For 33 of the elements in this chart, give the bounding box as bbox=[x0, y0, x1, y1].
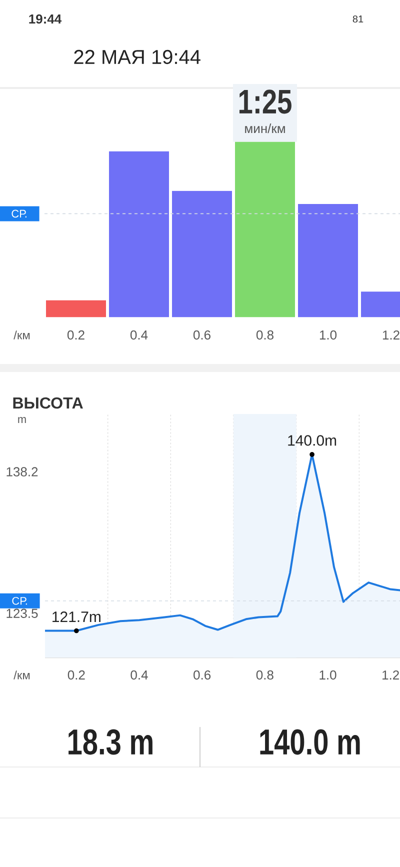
x-tick-label: 0.2 bbox=[67, 330, 84, 340]
ref-line-label: СР. bbox=[12, 596, 27, 605]
ref-line-label: СР. bbox=[12, 210, 26, 218]
x-tick-label: 0.6 bbox=[193, 330, 210, 340]
x-tick-label: 0.2 bbox=[68, 670, 85, 680]
text: 19:44 bbox=[29, 14, 62, 24]
x-tick-label: 1.0 bbox=[320, 670, 336, 680]
annotation: 140.0m bbox=[288, 435, 336, 446]
x-tick-label: 0.8 bbox=[256, 670, 274, 680]
text: мин/км bbox=[245, 124, 285, 134]
text: 140.0 m bbox=[260, 729, 360, 755]
x-tick-label: 0.4 bbox=[130, 330, 148, 340]
x-tick-label: 0.4 bbox=[130, 670, 148, 680]
x-tick-label: 0.6 bbox=[194, 670, 211, 680]
y-axis-title: m bbox=[18, 417, 26, 423]
bar bbox=[109, 151, 169, 318]
y-tick-label: 123.5 bbox=[6, 608, 38, 618]
x-tick-label: 1.0 bbox=[320, 330, 337, 340]
bar bbox=[172, 190, 232, 318]
chart-title: ВЫСОТА bbox=[13, 397, 83, 409]
bar bbox=[298, 204, 358, 318]
annotation: 121.7m bbox=[52, 611, 100, 622]
bar bbox=[46, 300, 106, 318]
x-tick-label: 1.2 bbox=[382, 330, 400, 340]
text: 18.3 m bbox=[68, 729, 152, 755]
x-axis-title: /км bbox=[14, 330, 30, 340]
chart-title: 22 МАЯ 19:44 bbox=[74, 50, 200, 64]
x-axis-title: /км bbox=[14, 670, 30, 680]
y-tick-label: 138.2 bbox=[6, 467, 38, 476]
x-tick-label: 1.2 bbox=[382, 670, 399, 680]
text: 81 bbox=[352, 15, 364, 23]
x-tick-label: 0.8 bbox=[256, 330, 274, 340]
text: 1:25 bbox=[239, 90, 292, 114]
